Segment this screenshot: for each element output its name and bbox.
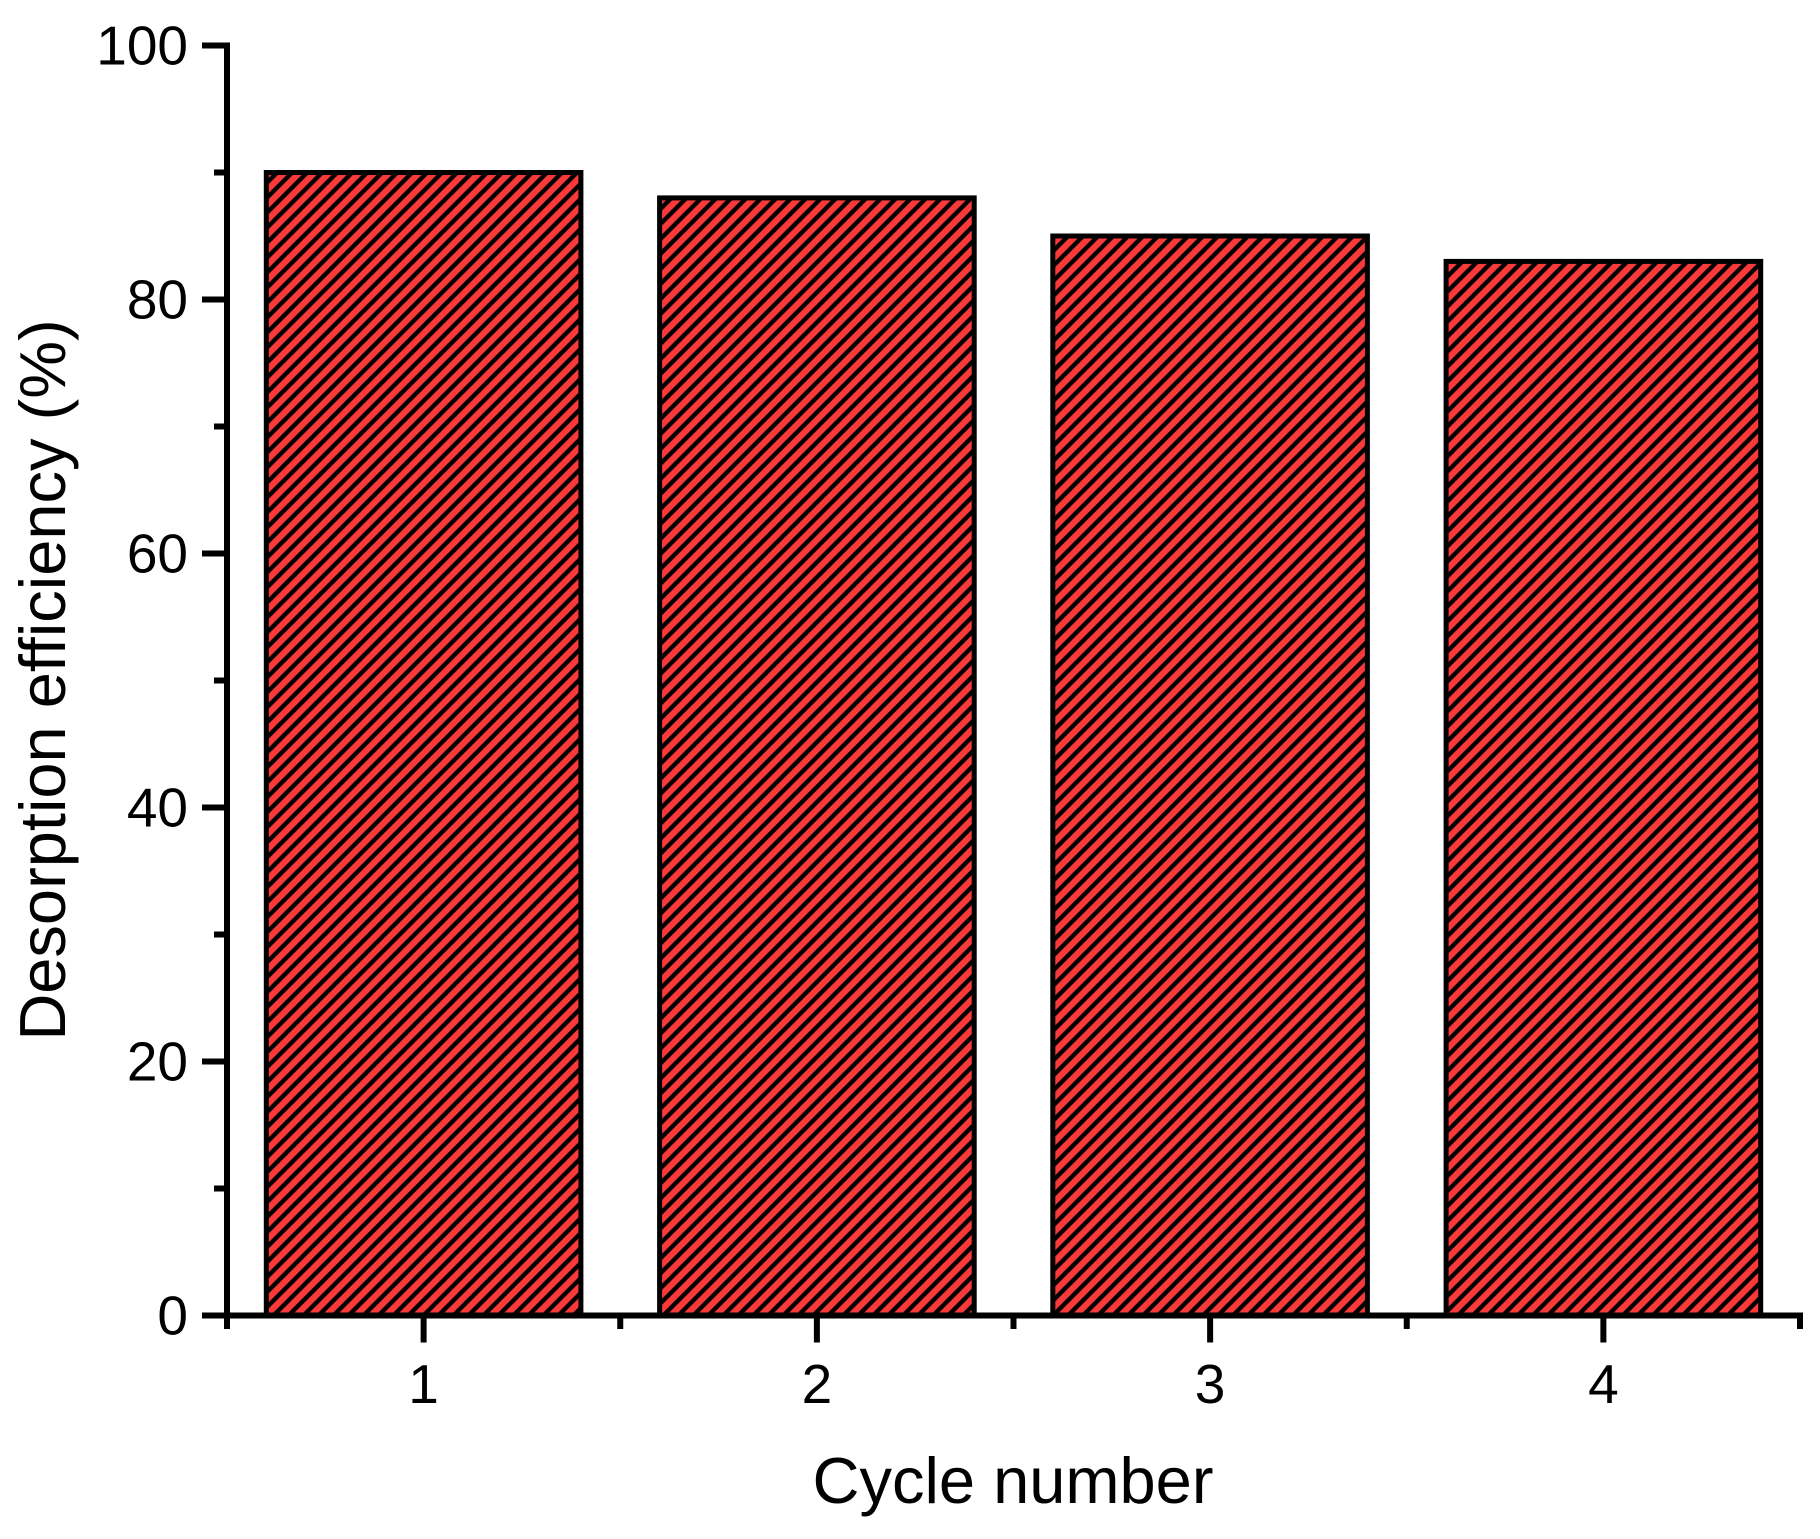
y-tick-label-100: 100 bbox=[96, 15, 188, 77]
x-tick-label-1: 1 bbox=[408, 1353, 439, 1415]
bar-cycle-4 bbox=[1443, 258, 1764, 1318]
tick-labels-layer: 0 20 40 60 80 100 1 2 3 4 bbox=[96, 15, 1618, 1416]
x-tick-label-3: 3 bbox=[1195, 1353, 1226, 1415]
y-axis-title: Desorption efficiency (%) bbox=[6, 319, 79, 1040]
y-tick-label-60: 60 bbox=[127, 523, 188, 585]
x-tick-label-2: 2 bbox=[802, 1353, 833, 1415]
y-tick-label-20: 20 bbox=[127, 1031, 188, 1093]
y-tick-label-80: 80 bbox=[127, 269, 188, 331]
y-tick-label-40: 40 bbox=[127, 777, 188, 839]
bar-cycle-3 bbox=[1050, 233, 1370, 1318]
bar-cycle-2 bbox=[657, 195, 977, 1318]
y-tick-label-0: 0 bbox=[157, 1285, 188, 1347]
bar-cycle-1 bbox=[263, 170, 584, 1318]
x-axis-title: Cycle number bbox=[813, 1444, 1214, 1517]
axes-layer bbox=[202, 42, 1803, 1343]
bars-layer bbox=[263, 170, 1764, 1318]
x-tick-label-4: 4 bbox=[1588, 1353, 1619, 1415]
